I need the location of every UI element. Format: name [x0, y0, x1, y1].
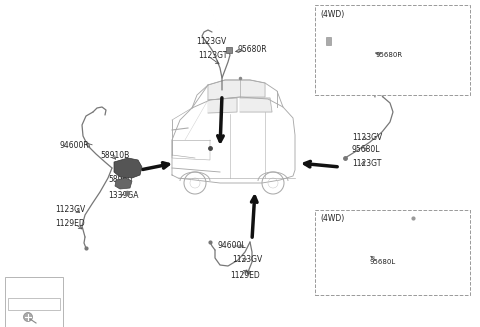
Polygon shape: [240, 98, 272, 112]
Text: 95680R: 95680R: [237, 45, 266, 55]
Text: 1125DA: 1125DA: [10, 301, 40, 309]
Polygon shape: [208, 80, 265, 100]
Polygon shape: [114, 158, 142, 178]
Text: 1339GA: 1339GA: [108, 192, 139, 200]
FancyBboxPatch shape: [326, 37, 331, 45]
Text: 1123GV: 1123GV: [232, 255, 262, 265]
Text: (4WD): (4WD): [320, 214, 344, 222]
Polygon shape: [208, 98, 237, 113]
Circle shape: [24, 313, 33, 321]
Text: 94600R: 94600R: [60, 141, 90, 149]
Text: 95680L: 95680L: [352, 146, 381, 154]
Text: 58960: 58960: [108, 176, 132, 184]
Text: 1123GT: 1123GT: [198, 51, 228, 60]
Polygon shape: [115, 178, 132, 189]
Text: 1123GV: 1123GV: [55, 205, 85, 215]
Text: 1129ED: 1129ED: [55, 219, 85, 229]
Text: 1123GV: 1123GV: [352, 133, 382, 143]
Text: 58910B: 58910B: [100, 150, 129, 160]
Text: 95680L: 95680L: [370, 259, 396, 265]
Bar: [5, 277, 63, 327]
FancyBboxPatch shape: [226, 47, 232, 53]
Text: 95680R: 95680R: [375, 52, 402, 58]
Text: 1129ED: 1129ED: [230, 270, 260, 280]
Text: 1123GT: 1123GT: [352, 160, 382, 168]
Text: (4WD): (4WD): [320, 10, 344, 20]
Bar: [315, 5, 470, 95]
Bar: [8, 298, 60, 310]
Bar: [315, 210, 470, 295]
Text: 94600L: 94600L: [218, 242, 247, 250]
Text: 1123GV: 1123GV: [196, 38, 226, 46]
